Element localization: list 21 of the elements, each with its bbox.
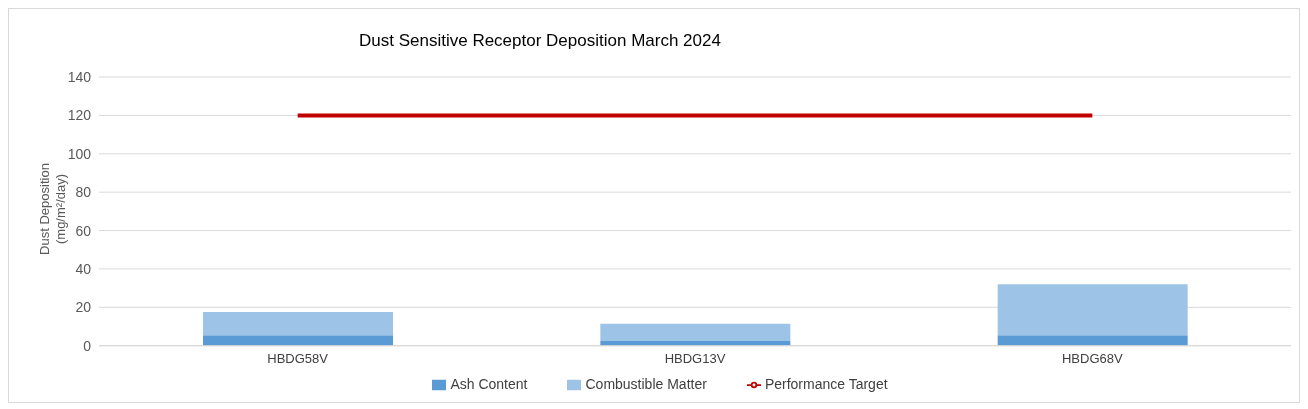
y-tick-label: 40 <box>75 260 92 277</box>
y-tick-label: 0 <box>83 337 92 354</box>
legend-label: Performance Target <box>764 375 888 392</box>
y-axis-title: Dust Deposition (mg/m²/day) <box>37 163 68 255</box>
y-tick-label: 20 <box>75 299 92 316</box>
y-tick-label: 80 <box>75 184 92 201</box>
bar <box>600 323 791 341</box>
bar <box>997 335 1188 346</box>
bar <box>203 335 393 346</box>
x-tick-label: HBDG68V <box>1061 350 1123 366</box>
y-tick-label: 140 <box>67 68 92 85</box>
legend-label: Combustible Matter <box>585 375 707 392</box>
x-tick-label: HBDG13V <box>664 350 726 366</box>
x-tick-label: HBDG58V <box>267 350 329 366</box>
bar <box>997 284 1188 336</box>
bar <box>203 312 393 336</box>
chart-title: Dust Sensitive Receptor Deposition March 2024 <box>359 31 721 51</box>
y-tick-label: 100 <box>67 145 92 162</box>
y-tick-label: 120 <box>67 107 92 124</box>
y-tick-label: 60 <box>75 222 92 239</box>
legend-label: Ash Content <box>450 375 528 392</box>
